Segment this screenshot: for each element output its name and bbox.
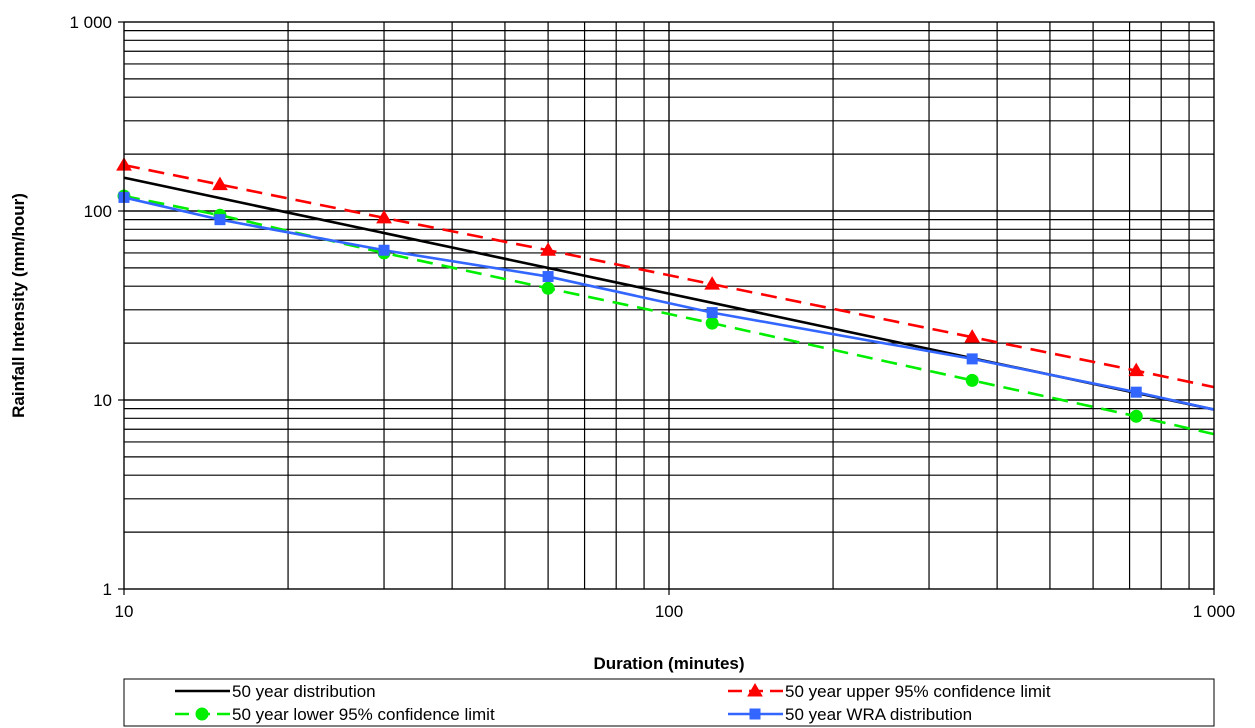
data-point	[376, 209, 392, 224]
legend-item: 50 year WRA distribution	[728, 705, 972, 724]
data-point	[1130, 386, 1142, 398]
series-line	[123, 163, 1215, 389]
legend-box	[123, 678, 1215, 727]
x-tick-label: 10	[115, 602, 134, 621]
series-4	[118, 191, 1215, 411]
legend-item: 50 year distribution	[175, 682, 376, 701]
data-point	[540, 242, 556, 256]
y-tick-label: 1	[103, 580, 112, 599]
y-tick-label: 1 000	[69, 13, 112, 32]
data-point	[964, 329, 981, 343]
data-point	[378, 244, 390, 256]
legend-marker	[195, 707, 209, 721]
x-tick-label: 1 000	[1193, 602, 1236, 621]
data-point	[966, 353, 978, 365]
legend: 50 year distribution 50 year upper 95% co…	[123, 678, 1215, 727]
legend-marker	[749, 708, 761, 720]
legend-item: 50 year lower 95% confidence limit	[175, 705, 495, 724]
data-point	[965, 373, 979, 387]
legend-label: 50 year lower 95% confidence limit	[232, 705, 495, 724]
legend-item: 50 year upper 95% confidence limit	[728, 682, 1051, 701]
data-point	[1128, 362, 1145, 377]
y-tick-label: 10	[93, 391, 112, 410]
data-point	[704, 276, 721, 290]
legend-label: 50 year upper 95% confidence limit	[785, 682, 1051, 701]
grid-lines	[123, 21, 1215, 590]
legend-label: 50 year distribution	[232, 682, 376, 701]
legend-marker	[747, 683, 763, 697]
y-axis-title: Rainfall Intensity (mm/hour)	[9, 193, 28, 418]
data-point	[542, 271, 554, 283]
legend-label: 50 year WRA distribution	[785, 705, 972, 724]
series-line	[123, 194, 1215, 436]
data-point	[541, 281, 555, 295]
x-tick-label: 100	[655, 602, 683, 621]
data-point	[1129, 409, 1143, 423]
x-axis-title: Duration (minutes)	[593, 654, 744, 673]
series-layer	[116, 157, 1215, 436]
series-2	[116, 157, 1215, 389]
x-axis-ticks: 10 100 1 000	[115, 589, 1236, 621]
y-axis-ticks: 1 10 100 1 000	[69, 13, 124, 599]
data-point	[706, 307, 718, 319]
data-point	[214, 214, 226, 226]
data-point	[705, 316, 719, 330]
data-point	[212, 176, 228, 191]
series-line	[123, 196, 1215, 411]
y-tick-label: 100	[84, 202, 112, 221]
